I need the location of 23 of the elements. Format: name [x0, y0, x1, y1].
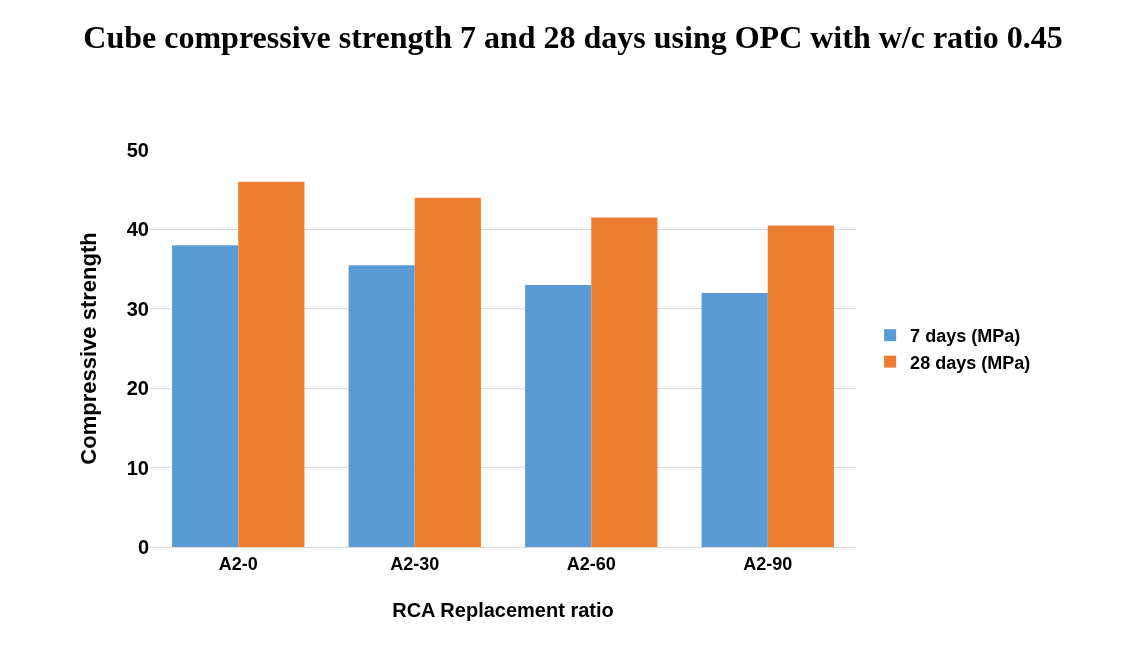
- x-tick-label: A2-30: [390, 553, 440, 574]
- y-tick-label: 50: [126, 139, 149, 161]
- bar: [525, 284, 592, 547]
- y-tick-label: 20: [126, 377, 149, 400]
- legend-label: 7 days (MPa): [910, 326, 1021, 347]
- x-tick-label: A2-60: [566, 553, 616, 574]
- y-axis-title: Compressive strength: [76, 232, 101, 465]
- bar: [348, 265, 415, 547]
- bar: [767, 225, 834, 547]
- x-tick-label: A2-90: [743, 553, 793, 574]
- y-tick-label: 0: [137, 536, 149, 558]
- bar: [701, 292, 768, 547]
- bar: [591, 217, 658, 547]
- legend-label: 28 days (MPa): [910, 352, 1031, 373]
- y-tick-label: 10: [126, 456, 149, 479]
- x-tick-label: A2-0: [218, 553, 258, 574]
- chart-title: Cube compressive strength 7 and 28 days using OPC with w/c ratio 0.45: [83, 19, 1063, 56]
- bar: [238, 181, 305, 547]
- bar: [414, 197, 481, 547]
- x-axis-title: RCA Replacement ratio: [392, 599, 614, 621]
- bar: [172, 245, 239, 547]
- y-tick-label: 40: [126, 218, 149, 241]
- y-tick-label: 30: [126, 297, 149, 320]
